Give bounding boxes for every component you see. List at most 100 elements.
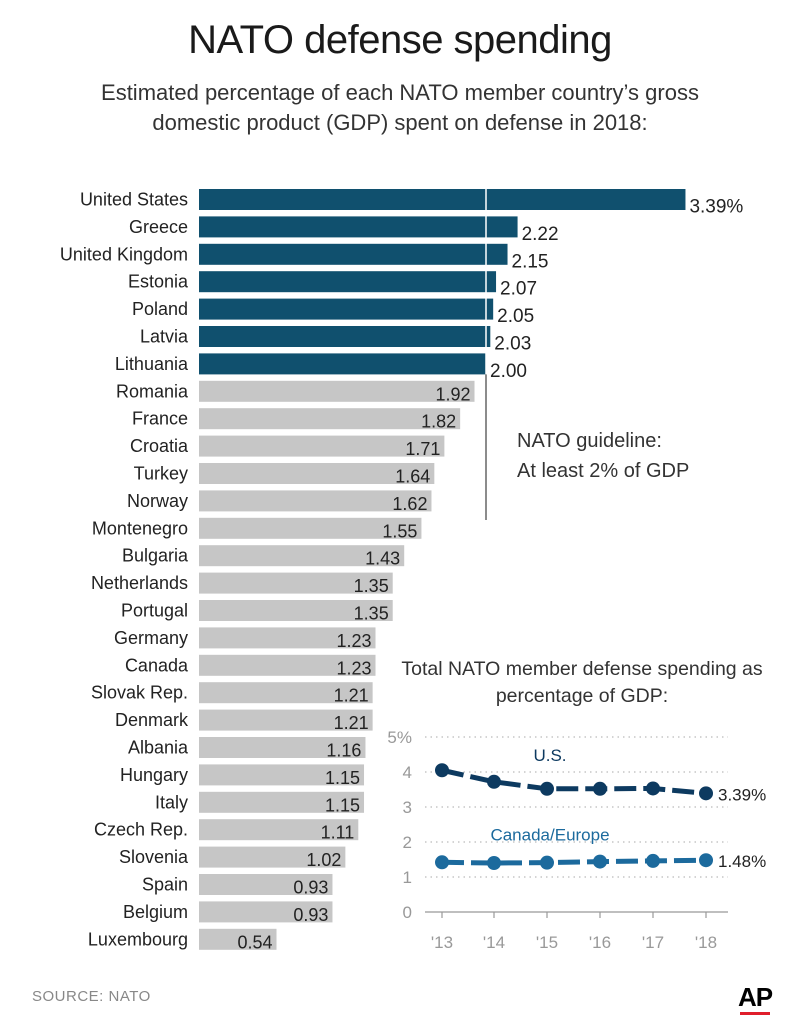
country-label: United Kingdom <box>60 244 188 264</box>
country-bar <box>199 326 491 347</box>
country-label: Norway <box>127 491 188 511</box>
series-line <box>441 857 707 866</box>
y-tick-label: 1 <box>403 868 412 887</box>
country-label: Luxembourg <box>88 929 188 949</box>
bar-value-label: 0.93 <box>293 878 328 898</box>
country-bar <box>199 627 376 649</box>
series-point <box>540 781 554 796</box>
country-bar <box>199 819 359 841</box>
series-name-label: Canada/Europe <box>490 826 609 845</box>
x-tick-label: '14 <box>483 933 505 952</box>
series-point <box>487 856 501 870</box>
y-tick-label: 5% <box>387 728 412 747</box>
country-bar <box>199 901 333 923</box>
bar-value-label: 1.43 <box>365 549 400 569</box>
series-line <box>441 767 707 796</box>
country-bar <box>199 517 422 539</box>
country-bar <box>199 709 373 731</box>
x-tick-label: '13 <box>431 933 453 952</box>
inset-chart-title: Total NATO member defense spending as pe… <box>401 658 763 707</box>
country-bar <box>199 408 461 430</box>
bar-value-label: 2.15 <box>512 251 549 272</box>
series-point <box>699 853 713 868</box>
country-label: Slovak Rep. <box>91 683 188 703</box>
country-label: Belgium <box>123 902 188 922</box>
country-bar <box>199 572 393 594</box>
country-label: Portugal <box>121 601 188 621</box>
bar-value-label: 2.22 <box>522 224 559 245</box>
bar-value-label: 1.35 <box>354 604 389 624</box>
country-bar <box>199 216 518 238</box>
bar-value-label: 1.21 <box>334 713 369 733</box>
y-tick-label: 3 <box>403 798 412 817</box>
bar-value-label: 2.05 <box>497 306 534 327</box>
country-label: Latvia <box>140 327 189 347</box>
country-bar <box>199 764 365 786</box>
x-tick-label: '16 <box>589 933 611 952</box>
x-tick-label: '15 <box>536 933 558 952</box>
bar-value-label: 1.64 <box>395 467 430 487</box>
series-point <box>435 855 449 870</box>
country-label: France <box>132 409 188 429</box>
bar-value-label: 2.00 <box>490 361 527 382</box>
bar-value-label: 1.02 <box>306 850 341 870</box>
country-label: Montenegro <box>92 518 188 538</box>
series-point <box>646 853 660 868</box>
country-label: Greece <box>129 217 188 237</box>
country-label: Lithuania <box>115 354 189 374</box>
country-bar <box>199 737 366 758</box>
bar-value-label: 1.16 <box>326 741 361 761</box>
series-point <box>487 774 501 789</box>
country-label: Czech Rep. <box>94 820 188 840</box>
country-label: Albania <box>128 738 189 758</box>
country-label: Poland <box>132 299 188 319</box>
country-label: Bulgaria <box>122 546 189 566</box>
y-tick-label: 2 <box>403 833 412 852</box>
country-label: Italy <box>155 792 188 812</box>
country-bar <box>199 298 494 320</box>
country-bar <box>199 874 333 895</box>
country-bar <box>199 682 373 704</box>
country-bar <box>199 189 686 210</box>
country-bar <box>199 928 277 950</box>
country-label: Estonia <box>128 272 189 292</box>
bar-value-label: 1.82 <box>421 412 456 432</box>
bar-value-label: 1.11 <box>321 823 355 843</box>
country-label: Croatia <box>130 436 189 456</box>
series-point <box>435 763 449 778</box>
bar-value-label: 1.23 <box>336 631 371 651</box>
bar-value-label: 1.21 <box>334 686 369 706</box>
bar-value-label: 1.92 <box>435 384 470 404</box>
y-tick-label: 0 <box>403 903 412 922</box>
country-bar <box>199 600 393 621</box>
country-bar <box>199 353 486 375</box>
country-label: Turkey <box>134 464 188 484</box>
bar-value-label: 0.93 <box>293 905 328 925</box>
country-label: Netherlands <box>91 573 188 593</box>
y-tick-label: 4 <box>403 763 412 782</box>
country-bar <box>199 846 346 868</box>
ap-logo: AP <box>738 982 773 1012</box>
series-end-label: 1.48% <box>718 852 766 871</box>
country-label: Germany <box>114 628 188 648</box>
bar-value-label: 1.55 <box>382 521 417 541</box>
country-label: Slovenia <box>119 847 189 867</box>
country-bar <box>199 490 432 512</box>
bar-value-label: 1.15 <box>325 795 360 815</box>
bar-value-label: 0.54 <box>237 932 272 952</box>
country-bar <box>199 463 435 484</box>
country-bar <box>199 791 365 813</box>
x-tick-label: '18 <box>695 933 717 952</box>
bar-value-label: 1.71 <box>405 439 440 459</box>
bar-value-label: 2.03 <box>494 334 531 355</box>
series-end-label: 3.39% <box>718 785 766 804</box>
series-point <box>540 855 554 870</box>
bar-value-label: 3.39% <box>689 197 743 218</box>
country-label: Spain <box>142 875 188 895</box>
series-point <box>593 781 607 796</box>
country-label: Canada <box>125 655 189 675</box>
series-point <box>699 786 713 801</box>
x-tick-label: '17 <box>642 933 664 952</box>
